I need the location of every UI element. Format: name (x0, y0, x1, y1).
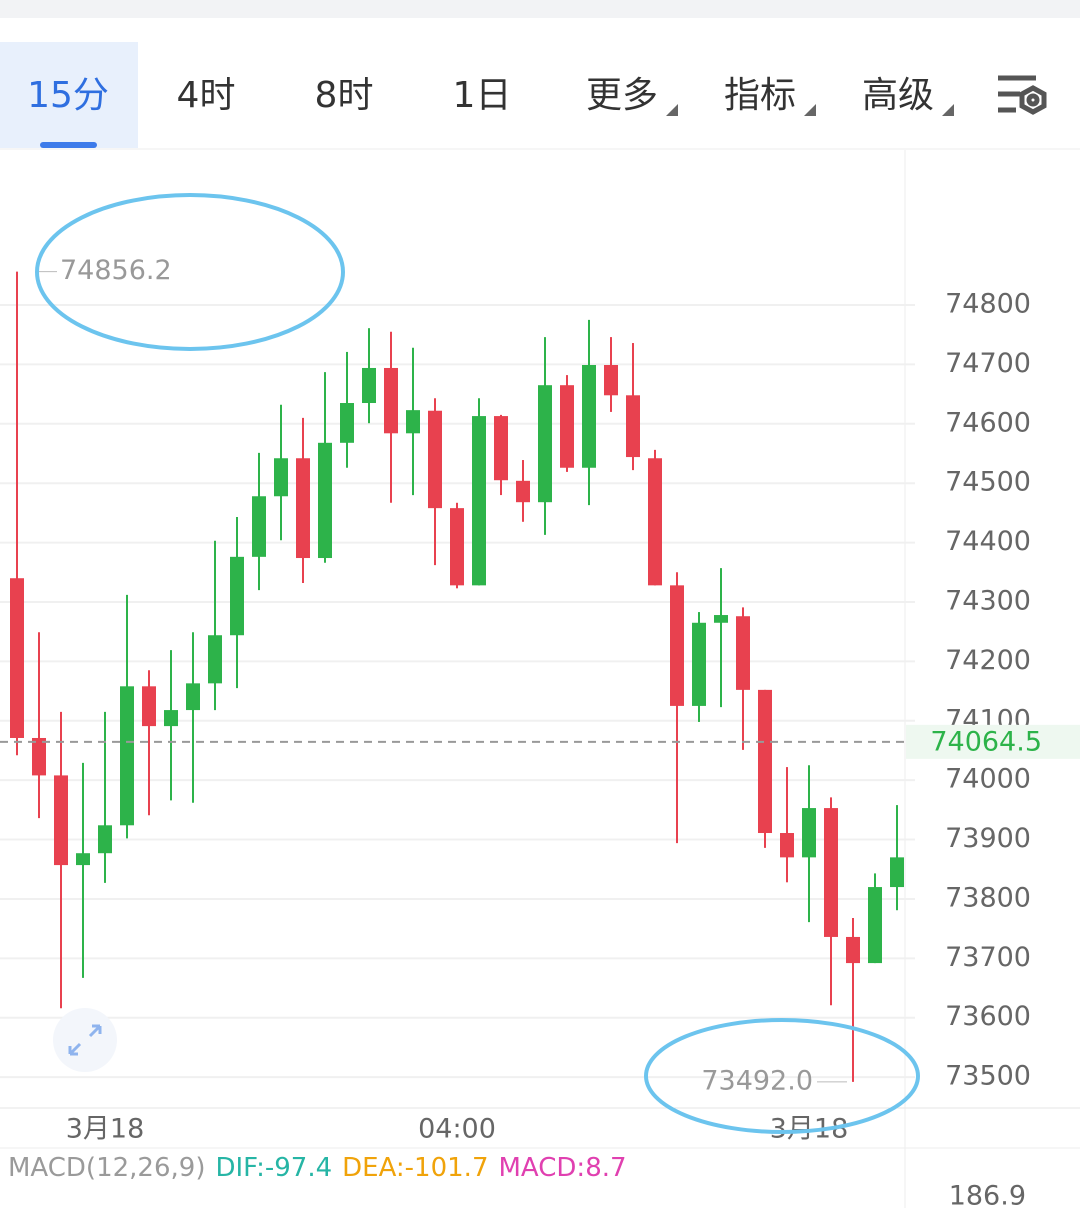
y-tick-label: 74000 (945, 764, 1031, 795)
candle-body (362, 367, 376, 404)
y-tick-label: 73700 (945, 942, 1031, 973)
high-label: 74856.2 (60, 255, 172, 286)
candle-body (98, 825, 112, 854)
current-price-box (906, 724, 1080, 759)
tab[interactable]: 指标 (724, 75, 796, 116)
candle-body (318, 442, 332, 559)
candle-body (626, 395, 640, 458)
macd-legend-item: DIF:-97.4 (215, 1153, 332, 1183)
candle-body (472, 416, 486, 586)
active-tab-bg (0, 42, 138, 148)
macd-axis-label: 186.9 (949, 1181, 1026, 1208)
tab[interactable]: 高级 (862, 75, 934, 116)
dropdown-caret (804, 104, 816, 116)
candle-body (582, 365, 596, 468)
candle-body (296, 458, 310, 559)
y-tick-label: 74500 (945, 467, 1031, 498)
candle-body (758, 689, 772, 834)
candle-body (32, 737, 46, 776)
candle-body (76, 853, 90, 866)
candle-body (384, 367, 398, 434)
candle-body (846, 936, 860, 964)
candle-body (868, 887, 882, 964)
tab[interactable]: 8时 (315, 75, 374, 116)
x-tick-label: 04:00 (418, 1114, 496, 1145)
y-tick-label: 74700 (945, 348, 1031, 379)
highlight-ellipse (644, 1018, 920, 1134)
candle-body (516, 480, 530, 503)
candle-body (186, 683, 200, 711)
candle-body (824, 808, 838, 937)
candle-body (494, 416, 508, 481)
candle-body (450, 508, 464, 586)
candle-body (648, 458, 662, 586)
tab[interactable]: 15分 (27, 75, 109, 116)
candle-body (560, 385, 574, 468)
y-tick-label: 74600 (945, 407, 1031, 438)
y-tick-label: 74400 (945, 526, 1031, 557)
candle-body (604, 365, 618, 396)
settings-icon[interactable] (998, 75, 1047, 115)
candle-body (406, 410, 420, 434)
tab[interactable]: 4时 (177, 75, 236, 116)
candle-body (714, 615, 728, 623)
macd-legend: MACD(12,26,9) DIF:-97.4 DEA:-101.7 MACD:8.7 (8, 1153, 627, 1183)
candle-body (252, 496, 266, 557)
candle-body (538, 385, 552, 503)
y-tick-label: 74300 (945, 585, 1031, 616)
macd-legend-item: DEA:-101.7 (342, 1153, 488, 1183)
candle-body (54, 775, 68, 866)
candle-body (10, 578, 24, 738)
status-strip (0, 0, 1080, 18)
candle-body (736, 616, 750, 690)
candle-body (428, 410, 442, 509)
macd-legend-item: MACD:8.7 (499, 1153, 627, 1183)
candle-body (230, 556, 244, 636)
candle-body (692, 622, 706, 706)
expand-button[interactable] (53, 1008, 117, 1072)
candle-body (142, 686, 156, 727)
macd-legend-item: MACD(12,26,9) (8, 1153, 205, 1183)
y-tick-label: 73800 (945, 882, 1031, 913)
x-tick-label: 3月18 (66, 1114, 145, 1145)
candle-body (890, 857, 904, 888)
tab[interactable]: 更多 (586, 75, 658, 116)
dropdown-caret (666, 104, 678, 116)
dropdown-caret (942, 104, 954, 116)
candle-body (780, 833, 794, 858)
candle-body (274, 458, 288, 497)
y-tick-label: 73900 (945, 823, 1031, 854)
candle-body (164, 710, 178, 727)
candle-body (670, 585, 684, 706)
y-tick-label: 74200 (945, 645, 1031, 676)
current-price-label: 74064.5 (930, 726, 1042, 757)
candle-body (120, 686, 134, 826)
candle-body (802, 808, 816, 858)
y-tick-label: 73600 (945, 1001, 1031, 1032)
candle-body (340, 403, 354, 443)
active-tab-indicator (40, 142, 97, 148)
low-label: 73492.0 (701, 1065, 813, 1096)
y-tick-label: 73500 (945, 1061, 1031, 1092)
y-tick-label: 74800 (945, 289, 1031, 320)
tab[interactable]: 1日 (453, 75, 512, 116)
highlight-ellipse (35, 193, 345, 351)
candle-body (208, 635, 222, 684)
